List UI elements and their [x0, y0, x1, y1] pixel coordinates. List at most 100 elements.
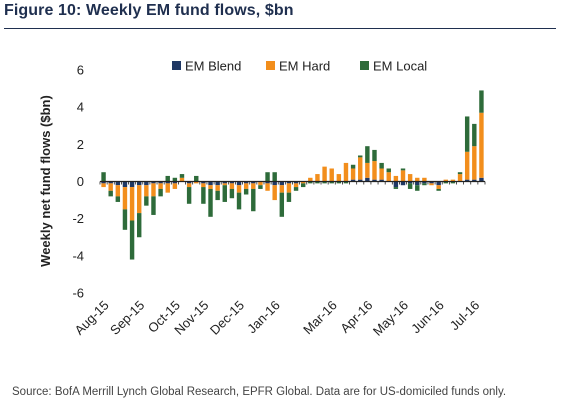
bar-segment-em-hard [407, 174, 413, 182]
bar-segment-em-local [343, 181, 349, 184]
bar-segment-em-blend [436, 181, 441, 186]
bar-segment-em-blend [365, 177, 370, 182]
bar-segment-em-local [479, 90, 484, 113]
bar-segment-em-blend [144, 181, 149, 186]
bar-segment-em-blend [464, 179, 470, 182]
bar-segment-em-blend [415, 181, 420, 186]
bar-segment-em-blend [393, 181, 399, 188]
bar-segment-em-blend [158, 181, 163, 184]
bar-segment-em-hard [122, 187, 128, 210]
bar-segment-em-hard [358, 157, 363, 180]
bar-segment-em-hard [343, 162, 349, 182]
bar-segment-em-local [358, 155, 363, 158]
bar-segment-em-local [208, 188, 213, 217]
bar-segment-em-blend [137, 181, 142, 186]
bar-segment-em-hard [194, 181, 199, 184]
bar-segment-em-local [272, 172, 277, 182]
bar-segment-em-hard [329, 168, 334, 182]
x-tick-label: May-16 [370, 298, 411, 339]
bar-segment-em-hard [165, 183, 170, 193]
bar-segment-em-local [129, 220, 135, 260]
bar-segment-em-local [422, 183, 427, 186]
bar-segment-em-local [386, 168, 391, 173]
x-tick-label: Jan-16 [244, 298, 283, 337]
y-tick-label: 4 [77, 100, 84, 115]
bar-segment-em-blend [251, 181, 256, 184]
bar-segment-em-local [194, 175, 199, 182]
bar-segment-em-hard [400, 170, 406, 182]
bar-segment-em-hard [144, 185, 149, 197]
bar-segment-em-blend [236, 181, 242, 186]
bar-segment-em-hard [322, 166, 327, 182]
bar-segment-em-blend [265, 181, 270, 184]
bar-segment-em-local [457, 172, 463, 175]
zero-line-layer [99, 180, 486, 185]
bar-segment-em-hard [350, 168, 356, 180]
bar-segment-em-blend [272, 181, 277, 186]
axis-labels-layer: Weekly net fund flows ($bn)Aug-15Sep-15O… [38, 95, 482, 339]
bar-segment-em-hard [208, 185, 213, 189]
legend-swatch-em-local [360, 61, 369, 70]
bar-segment-em-blend [108, 181, 113, 184]
x-tick-label: Aug-15 [71, 298, 111, 338]
bar-segment-em-blend [215, 181, 220, 186]
bar-segment-em-local [464, 116, 470, 152]
y-tick-label: 0 [77, 174, 84, 189]
bar-segment-em-local [443, 181, 448, 184]
bar-segment-em-blend [165, 181, 170, 184]
bar-segment-em-hard [229, 183, 235, 189]
bar-segment-em-hard [372, 161, 377, 180]
bar-segment-em-local [407, 183, 413, 189]
bar-segment-em-hard [308, 177, 313, 182]
bar-segment-em-hard [115, 185, 121, 197]
legend-label: EM Local [373, 59, 427, 74]
bar-segment-em-hard [279, 185, 285, 193]
bar-segment-em-hard [236, 185, 242, 193]
x-tick-label: Dec-15 [207, 298, 247, 338]
y-tick-label: 6 [77, 63, 84, 78]
bar-segment-em-local [258, 185, 263, 189]
legend-label: EM Hard [279, 59, 330, 74]
title-divider [4, 28, 556, 29]
x-tick-label: Apr-16 [337, 298, 375, 336]
bar-segment-em-hard [201, 183, 206, 188]
bar-segment-em-hard [186, 183, 192, 188]
bar-segment-em-local [293, 187, 299, 191]
bar-segment-em-hard [443, 179, 448, 182]
bar-segment-em-hard [415, 177, 420, 182]
bar-segment-em-hard [265, 183, 270, 191]
y-tick-label: -2 [72, 211, 84, 226]
bar-segment-em-hard [429, 183, 434, 186]
chart-svg: 6 4 2 0 -2 -4 -6 EM Blend EM Hard EM Local Weekl… [38, 59, 486, 339]
y-tick-label: 2 [77, 137, 84, 152]
bar-segment-em-blend [429, 181, 434, 184]
bar-segment-em-hard [137, 185, 142, 214]
bar-segment-em-blend [293, 181, 299, 184]
bar-segment-em-local [372, 149, 377, 162]
y-axis-label: Weekly net fund flows ($bn) [38, 95, 53, 267]
bar-segment-em-blend [172, 181, 178, 184]
bar-segment-em-blend [186, 181, 192, 184]
bar-segment-em-hard [251, 183, 256, 189]
bar-segment-em-local [365, 146, 370, 163]
bar-segment-em-hard [436, 185, 441, 189]
bar-segment-em-local [472, 123, 477, 147]
source-note: Source: BofA Merrill Lynch Global Resear… [12, 386, 507, 398]
bar-segment-em-hard [286, 183, 292, 193]
bar-segment-em-hard [336, 174, 342, 182]
bar-segment-em-blend [122, 181, 128, 188]
bar-segment-em-hard [151, 183, 156, 197]
bar-segment-em-blend [372, 179, 377, 182]
bar-segment-em-local [101, 172, 106, 182]
y-tick-label: -4 [72, 248, 84, 263]
bar-segment-em-hard [464, 151, 470, 180]
bar-segment-em-blend [286, 181, 292, 184]
bar-segment-em-hard [215, 185, 220, 191]
bar-segment-em-blend [222, 181, 227, 184]
bar-segment-em-hard [172, 183, 178, 189]
bar-segment-em-hard [258, 181, 263, 186]
bar-segment-em-hard [300, 181, 306, 184]
bar-segment-em-local [229, 188, 235, 199]
bar-segment-em-local [336, 181, 342, 184]
bar-segment-em-local [108, 190, 113, 197]
